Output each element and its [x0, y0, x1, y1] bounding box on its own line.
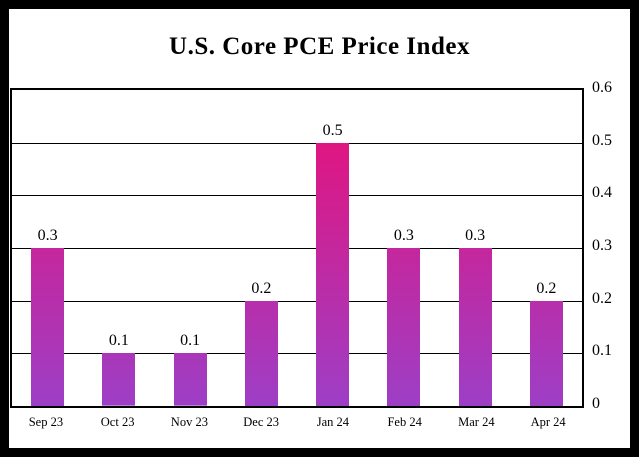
chart-title: U.S. Core PCE Price Index [169, 33, 470, 60]
y-tick-label: 0 [592, 395, 600, 412]
bar-column: 0.5 [297, 90, 368, 406]
bar-column: 0.2 [511, 90, 582, 406]
bar-value-label: 0.3 [37, 227, 58, 244]
gridline [12, 195, 582, 197]
gridline [12, 300, 582, 302]
y-tick-label: 0.6 [592, 79, 612, 96]
y-tick-label: 0.4 [592, 184, 612, 202]
bar [102, 353, 136, 406]
x-tick-label: Mar 24 [458, 415, 495, 429]
x-tick-label: Sep 23 [28, 415, 64, 429]
bar-column: 0.3 [368, 90, 439, 406]
x-tick-label: Oct 23 [100, 415, 135, 429]
y-axis-labels: 0 0.1 0.2 0.3 0.4 0.5 0.6 [584, 80, 630, 412]
bar-column: 0.3 [12, 90, 83, 406]
y-tick-label: 0.3 [592, 237, 612, 254]
chart-body: 0.3 0.1 0.1 0.2 0.5 0.3 0.3 0.2 Sep 23 Oct 23 Nov… [10, 80, 630, 430]
bars-layer: 0.3 0.1 0.1 0.2 0.5 0.3 0.3 0.2 [12, 90, 582, 406]
bar-value-label: 0.5 [322, 121, 343, 139]
bar-column: 0.3 [440, 90, 511, 406]
y-tick-label: 0.1 [592, 342, 612, 360]
x-axis-labels: Sep 23 Oct 23 Nov 23 Dec 23 Jan 24 Feb 24 Mar … [10, 408, 584, 430]
bar [458, 248, 492, 406]
gridline [12, 248, 582, 249]
x-tick-label: Feb 24 [387, 415, 422, 429]
bar-value-label: 0.2 [251, 279, 272, 297]
bar-value-label: 0.1 [108, 332, 129, 350]
x-tick-label: Jan 24 [316, 415, 350, 429]
gridline [12, 142, 582, 144]
y-tick-label: 0.5 [592, 131, 612, 149]
bar-column: 0.1 [155, 90, 226, 406]
plot-column: 0.3 0.1 0.1 0.2 0.5 0.3 0.3 0.2 Sep 23 Oct 23 Nov… [10, 88, 584, 430]
bar [244, 300, 278, 406]
bar-value-label: 0.3 [393, 227, 414, 244]
bar [316, 142, 350, 406]
bar [31, 248, 65, 406]
bar-value-label: 0.3 [465, 227, 486, 244]
plot-area: 0.3 0.1 0.1 0.2 0.5 0.3 0.3 0.2 [10, 88, 584, 408]
bar-value-label: 0.2 [536, 279, 557, 297]
bar [173, 353, 207, 406]
bar [529, 300, 563, 406]
bar-column: 0.2 [226, 90, 297, 406]
y-tick-label: 0.2 [592, 289, 612, 307]
gridline [12, 353, 582, 355]
x-tick-label: Nov 23 [170, 415, 208, 429]
x-tick-label: Apr 24 [530, 415, 566, 429]
bar [387, 248, 421, 406]
bar-value-label: 0.1 [180, 332, 201, 350]
bar-column: 0.1 [83, 90, 154, 406]
x-tick-label: Dec 23 [243, 415, 279, 429]
